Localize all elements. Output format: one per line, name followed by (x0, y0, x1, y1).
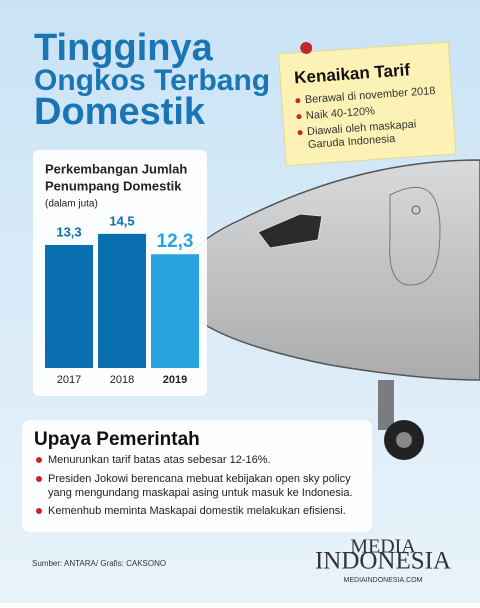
bars: 13,3 2017 14,5 2018 12,3 2019 (45, 213, 199, 386)
title: Tingginya Ongkos Terbang Domestik (34, 27, 270, 133)
title-line: Domestik (34, 91, 206, 133)
airplane (174, 159, 480, 460)
upaya-item: yang mengundang maskapai asing untuk mas… (48, 487, 353, 499)
logo-url: MEDIAINDONESIA.COM (344, 577, 423, 584)
chart-title: Perkembangan Jumlah (45, 161, 187, 176)
bar (45, 244, 93, 368)
note-item: Naik 40-120% (306, 105, 376, 122)
title-line: Ongkos Terbang (34, 64, 270, 97)
bar (98, 233, 146, 368)
value-label: 13,3 (56, 224, 81, 239)
x-tick-label: 2018 (110, 374, 134, 386)
bar (151, 254, 199, 368)
value-label: 14,5 (109, 213, 134, 228)
chart-title: Penumpang Domestik (45, 178, 182, 193)
upaya-item: Kemenhub meminta Maskapai domestik melak… (48, 505, 346, 517)
note: Kenaikan Tarif Berawal di november 2018 … (278, 41, 457, 167)
value-label: 12,3 (157, 231, 194, 252)
x-tick-label: 2019 (163, 374, 187, 386)
x-tick-label: 2017 (57, 374, 81, 386)
upaya-item: Menurunkan tarif batas atas sebesar 12-1… (48, 454, 271, 466)
upaya-panel (22, 420, 372, 532)
chart-subtitle: (dalam juta) (45, 199, 98, 210)
logo-line: MEDIA (350, 536, 416, 558)
title-line: Tingginya (34, 27, 214, 69)
source: Sumber: ANTARA/ Grafis: CAKSONO (32, 559, 166, 568)
upaya-title: Upaya Pemerintah (34, 429, 200, 450)
logo-line: INDONESIA (315, 548, 451, 575)
upaya-item: Presiden Jokowi berencana mebuat kebijak… (48, 473, 351, 485)
logo: MEDIA INDONESIA MEDIAINDONESIA.COM (315, 536, 451, 584)
